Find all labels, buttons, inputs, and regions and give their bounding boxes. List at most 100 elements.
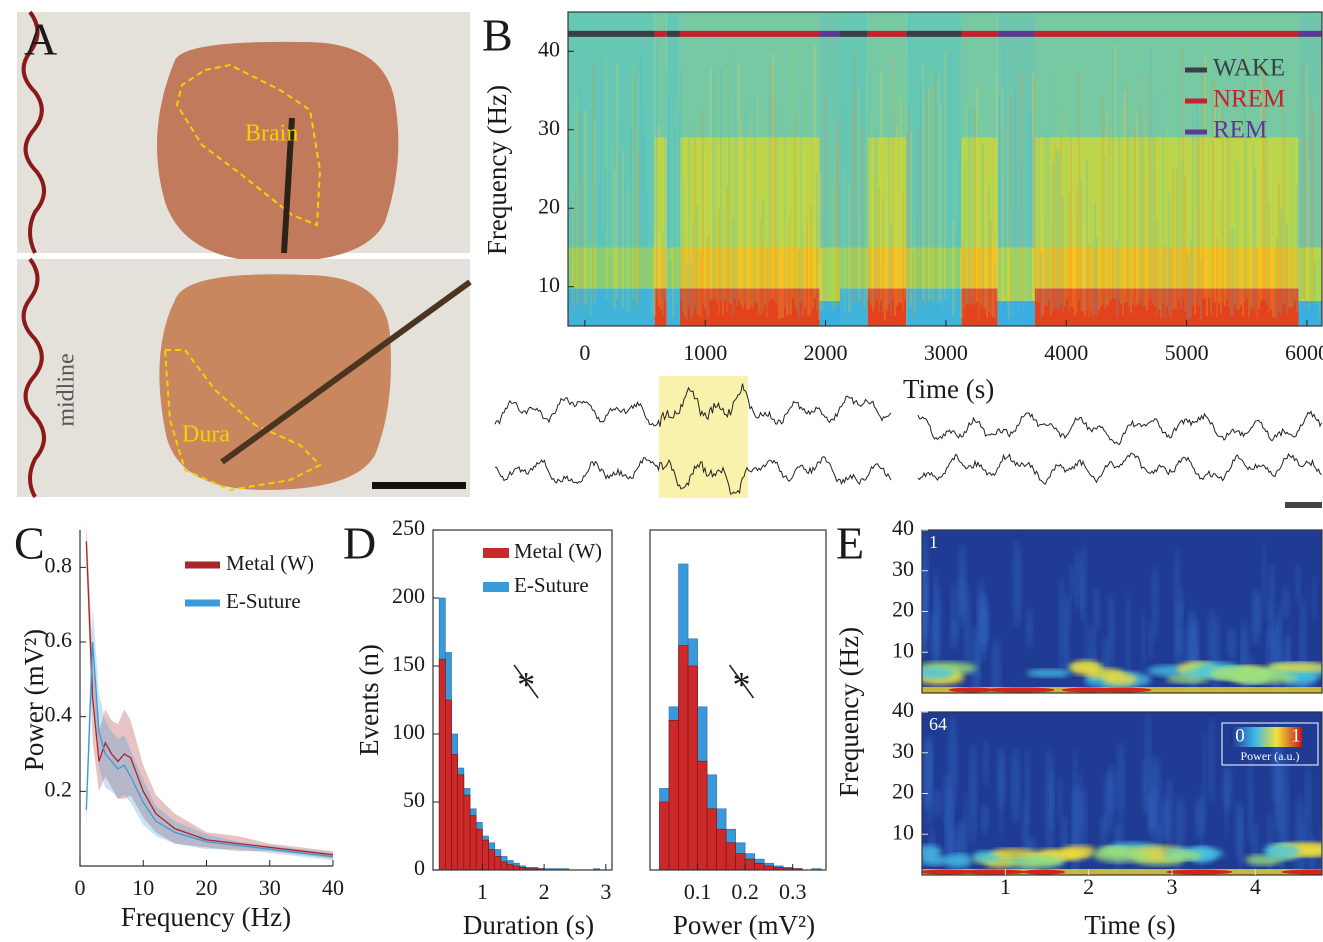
spectrogram-streak — [1182, 47, 1184, 299]
spectrogram-streak — [792, 44, 794, 298]
spectrogram-band — [1298, 300, 1322, 326]
hypnogram-segment — [839, 30, 868, 37]
hypnogram-segment — [666, 30, 680, 37]
spectrogram-streak — [1144, 124, 1146, 306]
spectrogram-streak — [936, 103, 938, 304]
heatmap-streak — [1224, 762, 1229, 840]
heatmap-streak — [1010, 747, 1021, 825]
heatmap-streak — [1074, 548, 1081, 612]
spectrogram-streak — [870, 112, 872, 305]
spectrogram-streak — [912, 253, 914, 319]
spectrogram-streak — [840, 102, 842, 304]
spectrogram-streak — [1216, 238, 1218, 318]
spectrogram-streak — [796, 175, 798, 311]
spectrogram-streak — [974, 106, 976, 305]
spectrogram-streak — [1250, 151, 1252, 309]
spectrogram-streak — [1200, 260, 1202, 320]
spectrogram-band — [1298, 12, 1322, 248]
legend-label: E-Suture — [226, 589, 301, 613]
spectrogram-streak — [894, 224, 896, 316]
spectrogram-streak — [990, 219, 992, 316]
spectrogram-streak — [1310, 93, 1312, 303]
heatmap-streak — [1208, 715, 1215, 807]
heatmap-streak — [1064, 594, 1069, 669]
spectrogram-streak — [720, 69, 722, 301]
spectrogram-streak — [868, 71, 870, 301]
heatmap-blob — [991, 848, 1036, 858]
hypnogram-segment — [654, 30, 667, 37]
heatmap-streak — [1202, 729, 1207, 838]
spectrogram-streak — [1140, 77, 1142, 302]
spectrogram-streak — [1174, 152, 1176, 309]
heatmap-streak — [1266, 628, 1275, 667]
y-tick-label: 10 — [538, 272, 560, 297]
heatmap-streak — [1276, 600, 1283, 680]
spectrogram-streak — [862, 123, 864, 306]
spectrogram-streak — [788, 218, 790, 316]
histogram-bar — [706, 808, 717, 871]
histogram-bar — [463, 794, 471, 871]
spectrogram-streak — [1122, 210, 1124, 315]
spectrogram-streak — [1196, 96, 1198, 304]
spectrogram-streak — [954, 159, 956, 310]
y-tick-label: 0.4 — [45, 702, 73, 727]
spectrogram-streak — [730, 103, 732, 304]
spectrogram-streak — [688, 123, 690, 306]
heatmap-streak — [1179, 585, 1184, 624]
histogram-bar — [687, 665, 698, 871]
hypnogram-segment — [1298, 30, 1322, 37]
heatmap-streak — [1107, 591, 1115, 670]
x-axis-label: Power (mV²) — [673, 910, 815, 940]
eeg-trace — [494, 383, 892, 427]
spectrogram-streak — [662, 232, 664, 317]
heatmap-streak — [1255, 591, 1261, 636]
x-tick-label: 4 — [1250, 874, 1261, 899]
heatmap-streak — [1177, 795, 1186, 849]
heatmap-streak — [1238, 809, 1243, 875]
spectrogram-streak — [1214, 89, 1216, 303]
spectrogram-streak — [638, 152, 640, 309]
spectrogram-streak — [1108, 126, 1110, 307]
spectrogram-band — [679, 137, 820, 248]
heatmap-label: 64 — [929, 714, 947, 734]
spectrogram-streak — [986, 248, 988, 319]
spectrogram-streak — [666, 68, 668, 301]
spectrogram-streak — [1238, 164, 1240, 310]
spectrogram-streak — [740, 121, 742, 306]
spectrogram-streak — [820, 172, 822, 311]
spectrogram-band — [654, 288, 667, 326]
spectrogram-streak — [842, 77, 844, 302]
spectrogram-streak — [612, 139, 614, 308]
spectrogram-streak — [590, 236, 592, 318]
spectrogram-streak — [628, 190, 630, 313]
hypnogram-segment — [819, 30, 840, 37]
spectrogram-band — [961, 247, 998, 289]
heatmap-streak — [996, 745, 1006, 812]
spectrogram-streak — [926, 89, 928, 303]
spectrogram-streak — [572, 102, 574, 304]
spectrogram-streak — [778, 255, 780, 319]
spectrogram-streak — [892, 54, 894, 299]
heatmap-floor — [922, 869, 1322, 875]
spectrogram-streak — [1010, 97, 1012, 304]
spectrogram-streak — [1276, 236, 1278, 318]
spectrogram-streak — [1080, 177, 1082, 312]
spectrogram-streak — [874, 133, 876, 307]
heatmap-streak — [1304, 763, 1312, 845]
spectrogram-streak — [1022, 153, 1024, 309]
spectrogram-streak — [770, 63, 772, 300]
x-tick-label: 0 — [579, 340, 590, 365]
spectrogram-streak — [1054, 144, 1056, 308]
heatmap-streak — [981, 591, 987, 664]
heatmap-streak — [1025, 608, 1033, 649]
spectrogram-streak — [1268, 202, 1270, 314]
spectrogram-streak — [1180, 161, 1182, 310]
spectrogram-streak — [706, 238, 708, 318]
spectrogram-streak — [1064, 128, 1066, 307]
spectrogram-streak — [1052, 162, 1054, 310]
x-axis-label: Duration (s) — [463, 910, 594, 940]
hypnogram-segment — [906, 30, 962, 37]
y-tick-label: 10 — [892, 637, 914, 662]
heatmap-streak — [1024, 745, 1031, 829]
spectrogram-streak — [620, 117, 622, 306]
